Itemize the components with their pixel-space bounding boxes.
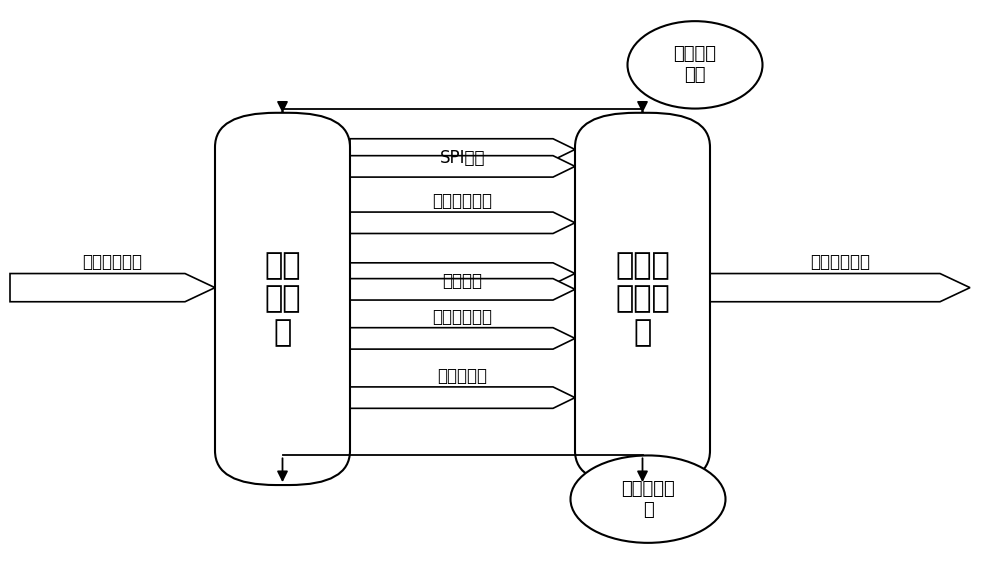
Text: SPI总线: SPI总线 (440, 149, 485, 167)
FancyBboxPatch shape (575, 113, 710, 485)
Text: 电源管理
单元: 电源管理 单元 (674, 46, 716, 84)
FancyArrow shape (350, 263, 575, 284)
FancyArrow shape (350, 279, 575, 300)
Text: 离散量控制: 离散量控制 (437, 367, 487, 385)
Text: 接收数据端口: 接收数据端口 (432, 308, 492, 326)
Text: 数据时钟: 数据时钟 (442, 272, 482, 290)
Text: 基带
处理
器: 基带 处理 器 (264, 251, 301, 347)
Ellipse shape (570, 456, 726, 543)
Text: 基带数据端口: 基带数据端口 (82, 253, 143, 271)
FancyArrow shape (350, 212, 575, 233)
FancyArrow shape (350, 328, 575, 349)
Text: 时钟分配单
元: 时钟分配单 元 (621, 480, 675, 518)
Text: 发射数据端口: 发射数据端口 (432, 192, 492, 210)
FancyArrow shape (350, 139, 575, 160)
Ellipse shape (628, 21, 763, 108)
FancyArrow shape (350, 156, 575, 177)
FancyBboxPatch shape (215, 113, 350, 485)
Text: 捷变频
收发芯
片: 捷变频 收发芯 片 (615, 251, 670, 347)
FancyArrow shape (350, 387, 575, 408)
FancyArrow shape (10, 274, 215, 302)
FancyArrow shape (710, 274, 970, 302)
Text: 宽带雷达信号: 宽带雷达信号 (810, 253, 870, 271)
